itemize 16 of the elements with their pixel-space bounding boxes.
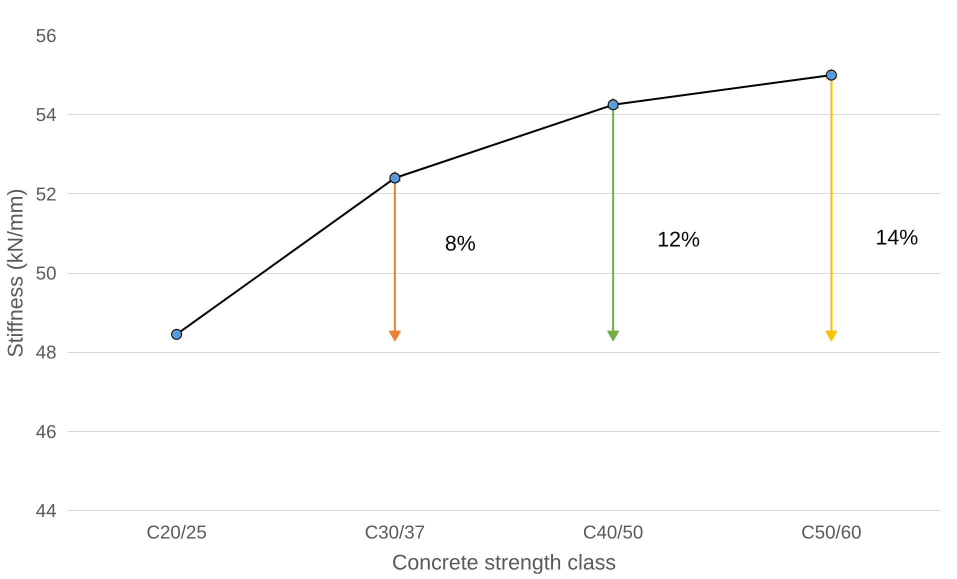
y-tick-label: 48 [36,342,57,363]
x-tick-label: C40/50 [583,522,644,542]
x-axis-title: Concrete strength class [392,550,616,574]
y-axis-title: Stiffness (kN/mm) [4,188,28,358]
annotation: 12% [657,227,700,252]
y-tick-label: 44 [36,500,57,521]
y-tick-label: 56 [36,25,57,46]
y-tick-label: 52 [36,183,57,204]
annotation: 8% [444,231,476,256]
y-tick-label: 46 [36,420,57,442]
x-tick-label: C50/60 [801,522,862,542]
annotation: 14% [876,225,918,250]
y-tick-label: 50 [36,262,57,284]
y-tick-label: 54 [36,104,57,126]
x-tick-label: C30/37 [364,522,425,542]
x-tick-label: C20/25 [146,522,207,542]
